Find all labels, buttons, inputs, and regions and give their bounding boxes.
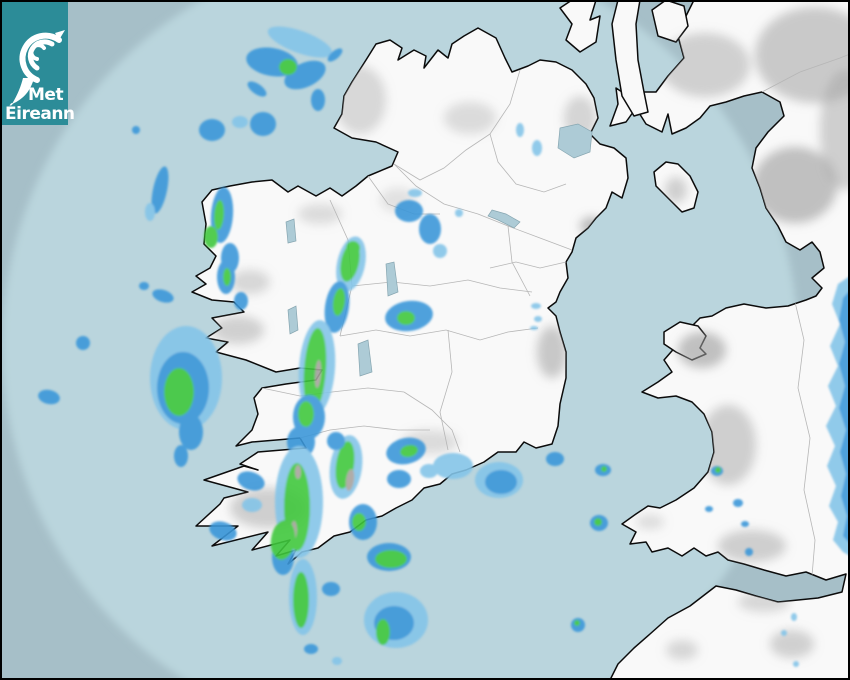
precip-cell-heavy: [164, 368, 194, 416]
precip-cell-light: [267, 26, 333, 58]
precip-cell-heavy: [400, 444, 418, 458]
precip-cell-moderate: [152, 289, 174, 303]
lakes-layer: [285, 123, 593, 377]
precip-cell-moderate: [311, 89, 325, 111]
precip-cell-heavy: [346, 241, 360, 255]
logo-text-eireann: Éireann: [5, 102, 75, 124]
precip-cell-heavy: [223, 268, 231, 286]
precip-cell-heavy: [715, 467, 721, 473]
precip-cell-moderate: [250, 112, 276, 136]
precip-cell-moderate: [745, 548, 753, 556]
precip-cell-heavy: [574, 620, 580, 626]
precip-cell-light: [332, 657, 342, 665]
lough-erne: [487, 209, 521, 229]
precip-cell-heavy: [601, 466, 607, 472]
precip-cell-heavy: [279, 59, 297, 75]
precip-cell-moderate: [151, 166, 169, 214]
britain-boundaries: [761, 53, 850, 577]
precip-cell-moderate: [132, 126, 140, 134]
precip-cell-heavy: [298, 401, 314, 427]
precip-cell-moderate: [304, 644, 318, 654]
met-eireann-swirl-icon: [12, 30, 65, 104]
precip-cell-moderate: [485, 470, 517, 494]
precip-cell-moderate: [546, 452, 564, 466]
precip-cell-light: [242, 498, 262, 512]
precip-cell-heavy: [303, 328, 327, 412]
lough-ree: [385, 261, 399, 297]
precip-cell-heavy: [270, 520, 296, 560]
precip-cell-moderate: [705, 506, 713, 512]
precip-cell-heavy: [293, 572, 309, 628]
precip-cell-light: [455, 209, 463, 217]
precip-cell-light: [531, 303, 541, 309]
precip-cell-light: [433, 453, 473, 479]
precip-cell-light: [530, 326, 538, 330]
lough-neagh: [557, 123, 593, 159]
precip-cell-moderate: [234, 292, 248, 310]
precip-cell-intense-core: [345, 469, 355, 491]
precip-edge-band: [839, 290, 850, 544]
precip-cell-moderate: [327, 432, 345, 450]
precip-cell-light: [408, 189, 422, 197]
precip-cell-heavy: [213, 200, 225, 230]
precip-cell-heavy: [594, 518, 602, 526]
precip-cell-heavy: [204, 226, 218, 248]
precip-cell-moderate: [419, 214, 441, 244]
precip-cell-heavy: [332, 288, 346, 316]
precip-cell-moderate: [38, 389, 60, 405]
precip-cell-light: [791, 613, 797, 621]
precip-cell-moderate: [387, 470, 411, 488]
precip-cell-moderate: [139, 282, 149, 290]
precip-cell-moderate: [174, 445, 188, 467]
precip-cell-heavy: [352, 513, 366, 531]
precip-cell-moderate: [741, 521, 749, 527]
precip-cell-moderate: [237, 471, 265, 491]
met-eireann-logo: Met Éireann: [2, 2, 75, 125]
precip-cell-light: [781, 630, 787, 636]
precip-cell-moderate: [76, 336, 90, 350]
lough-derg: [357, 339, 373, 377]
precip-cell-light: [534, 316, 542, 322]
precip-cell-moderate: [179, 414, 203, 450]
precip-cell-moderate: [199, 119, 225, 141]
lough-corrib: [287, 305, 299, 335]
precip-cell-moderate: [247, 81, 267, 97]
precip-cell-moderate: [327, 48, 343, 62]
precip-cell-moderate: [733, 499, 743, 507]
precip-cell-heavy: [375, 550, 407, 568]
logo-text-met: Met: [28, 85, 63, 105]
precip-cell-moderate: [322, 582, 340, 596]
precip-cell-intense-core: [295, 465, 301, 479]
precip-cell-intense-core: [314, 360, 322, 388]
precip-cell-heavy: [376, 619, 390, 645]
precip-cell-light: [532, 140, 542, 156]
precip-cell-moderate: [395, 200, 423, 222]
precip-cell-heavy: [397, 311, 415, 325]
precip-cell-light: [433, 244, 447, 258]
precip-cell-light: [232, 116, 248, 128]
lough-conn: [285, 218, 297, 244]
precipitation-layer: [38, 26, 850, 667]
precip-cell-light: [793, 661, 799, 667]
precip-cell-moderate: [209, 521, 237, 541]
precip-cell-light: [516, 123, 524, 137]
precip-cell-light: [145, 203, 155, 221]
